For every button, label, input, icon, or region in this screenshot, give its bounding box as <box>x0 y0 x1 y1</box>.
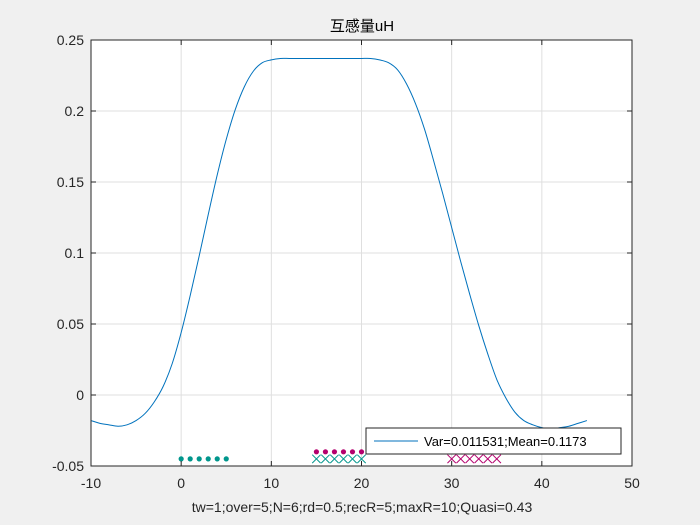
x-tick-label: 50 <box>624 475 640 491</box>
series-line <box>90 57 588 430</box>
x-axis-label: tw=1;over=5;N=6;rd=0.5;recR=5;maxR=10;Qu… <box>192 499 533 515</box>
x-tick-label: 40 <box>534 475 550 491</box>
y-tick-label: 0 <box>76 387 84 403</box>
x-marker <box>447 454 457 464</box>
x-tick-label: 10 <box>264 475 280 491</box>
dot-marker <box>187 456 193 462</box>
y-tick-label: 0.05 <box>57 316 84 332</box>
x-marker <box>311 454 321 464</box>
y-tick-label: -0.05 <box>52 458 84 474</box>
x-tick-label: 30 <box>444 475 460 491</box>
x-marker <box>492 454 502 464</box>
dot-marker <box>178 456 184 462</box>
y-tick-label: 0.15 <box>57 174 84 190</box>
y-tick-labels: -0.05 0 0.05 0.1 0.15 0.2 0.25 <box>52 32 84 474</box>
x-tick-labels: -10 0 10 20 30 40 50 <box>81 475 640 491</box>
dot-marker <box>205 456 211 462</box>
x-marker <box>320 454 330 464</box>
tick-marks <box>90 39 633 467</box>
x-tick-label: 20 <box>354 475 370 491</box>
dot-marker <box>331 449 338 455</box>
x-marker <box>329 454 340 464</box>
x-marker <box>356 454 367 464</box>
series-layer <box>90 57 588 430</box>
x-marker <box>465 454 475 464</box>
dot-marker <box>313 449 320 455</box>
x-marker <box>474 454 484 464</box>
x-tick-label: 0 <box>177 475 185 491</box>
y-tick-label: 0.25 <box>57 32 84 48</box>
x-marker <box>347 454 358 464</box>
dot-marker <box>358 449 365 455</box>
dot-marker <box>196 456 202 462</box>
chart-title: 互感量uH <box>330 18 394 35</box>
y-tick-label: 0.1 <box>65 245 85 261</box>
x-marker <box>483 454 493 464</box>
legend: Var=0.011531;Mean=0.1173 <box>365 427 622 455</box>
x-tick-label: -10 <box>81 475 101 491</box>
dot-marker <box>340 449 347 455</box>
dot-marker <box>214 456 220 462</box>
dot-marker <box>223 456 229 462</box>
dot-marker <box>349 449 356 455</box>
x-marker <box>338 454 349 464</box>
dot-marker <box>322 449 329 455</box>
y-tick-label: 0.2 <box>65 103 85 119</box>
marker-layer <box>178 449 502 464</box>
x-marker <box>456 454 466 464</box>
legend-entry-label: Var=0.011531;Mean=0.1173 <box>424 434 587 449</box>
